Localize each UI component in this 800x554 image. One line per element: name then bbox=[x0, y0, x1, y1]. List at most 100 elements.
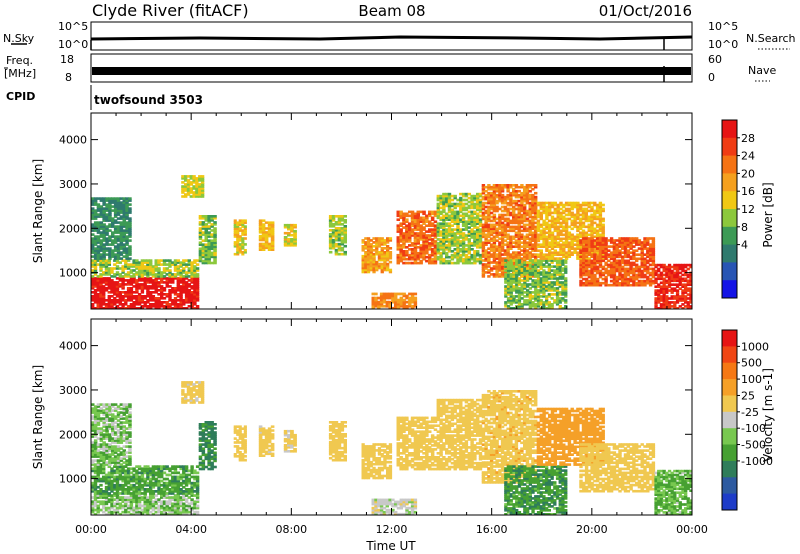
heatmap-cell bbox=[478, 261, 483, 265]
heatmap-cell bbox=[498, 227, 502, 231]
heatmap-cell bbox=[93, 281, 98, 284]
heatmap-cell bbox=[517, 231, 521, 235]
heatmap-cell bbox=[91, 307, 95, 309]
heatmap-cell bbox=[453, 236, 457, 239]
heatmap-cell bbox=[598, 261, 603, 265]
heatmap-cell bbox=[528, 297, 532, 300]
heatmap-cell bbox=[453, 196, 457, 200]
heatmap-cell bbox=[509, 269, 513, 272]
heatmap-cell bbox=[643, 269, 647, 273]
heatmap-cell bbox=[536, 201, 541, 205]
heatmap-cell bbox=[380, 254, 384, 258]
heatmap-cell bbox=[548, 229, 552, 233]
heatmap-cell bbox=[200, 195, 205, 198]
heatmap-cell bbox=[290, 229, 294, 233]
heatmap-cell bbox=[659, 277, 664, 281]
heatmap-cell bbox=[331, 233, 336, 236]
heatmap-cell bbox=[372, 260, 376, 264]
heatmap-cell bbox=[539, 291, 543, 294]
heatmap-cell bbox=[520, 271, 524, 274]
heatmap-cell bbox=[337, 215, 342, 218]
heatmap-cell bbox=[626, 239, 630, 242]
heatmap-cell bbox=[132, 269, 136, 272]
heatmap-cell bbox=[430, 257, 435, 261]
heatmap-cell bbox=[464, 226, 469, 229]
heatmap-cell bbox=[419, 220, 423, 223]
heatmap-cell bbox=[531, 199, 535, 203]
heatmap-cell bbox=[550, 221, 555, 225]
heatmap-cell bbox=[509, 273, 513, 276]
heatmap-cell bbox=[102, 301, 106, 304]
heatmap-cell bbox=[545, 277, 549, 280]
heatmap-cell bbox=[182, 299, 186, 302]
heatmap-cell bbox=[125, 207, 129, 210]
heatmap-cell bbox=[430, 259, 435, 263]
heatmap-cell bbox=[122, 231, 126, 234]
heatmap-cell bbox=[204, 225, 208, 228]
heatmap-cell bbox=[517, 305, 522, 308]
heatmap-cell bbox=[512, 285, 516, 288]
heatmap-cell bbox=[470, 248, 474, 251]
heatmap-cell bbox=[584, 261, 589, 265]
heatmap-cell bbox=[270, 244, 275, 248]
heatmap-cell bbox=[261, 248, 266, 251]
heatmap-cell bbox=[433, 248, 438, 251]
heatmap-cell bbox=[121, 275, 125, 278]
heatmap-cell bbox=[165, 303, 169, 306]
heatmap-cell bbox=[413, 257, 418, 261]
heatmap-cell bbox=[550, 275, 554, 278]
heatmap-cell bbox=[487, 195, 491, 199]
heatmap-cell bbox=[137, 307, 142, 309]
heatmap-cell bbox=[584, 249, 589, 252]
heatmap-cell bbox=[334, 233, 339, 236]
heatmap-cell bbox=[576, 245, 580, 248]
heatmap-cell bbox=[165, 283, 169, 286]
heatmap-cell bbox=[386, 258, 390, 262]
heatmap-cell bbox=[512, 211, 516, 215]
heatmap-cell bbox=[670, 289, 674, 292]
heatmap-cell bbox=[555, 269, 560, 272]
heatmap-cell bbox=[542, 257, 546, 260]
heatmap-cell bbox=[108, 225, 112, 228]
heatmap-cell bbox=[536, 289, 541, 292]
heatmap-cell bbox=[328, 225, 333, 228]
heatmap-cell bbox=[609, 237, 614, 240]
heatmap-cell bbox=[576, 217, 580, 221]
heatmap-cell bbox=[334, 238, 339, 242]
heatmap-cell bbox=[670, 271, 674, 275]
heatmap-cell bbox=[548, 249, 552, 252]
heatmap-cell bbox=[364, 268, 368, 272]
heatmap-cell bbox=[484, 271, 488, 274]
heatmap-cell bbox=[379, 302, 384, 306]
heatmap-cell bbox=[626, 277, 630, 281]
heatmap-cell bbox=[115, 277, 120, 280]
heatmap-cell bbox=[662, 299, 666, 302]
heatmap-cell bbox=[595, 231, 600, 235]
heatmap-cell bbox=[195, 193, 199, 196]
heatmap-cell bbox=[408, 292, 412, 296]
heatmap-cell bbox=[582, 269, 586, 273]
heatmap-cell bbox=[121, 303, 125, 306]
heatmap-cell bbox=[487, 229, 491, 233]
heatmap-cell bbox=[553, 221, 557, 225]
heatmap-cell bbox=[433, 228, 438, 231]
heatmap-cell bbox=[126, 259, 131, 262]
heatmap-cell bbox=[140, 305, 145, 308]
heatmap-cell bbox=[678, 277, 682, 281]
heatmap-cell bbox=[640, 271, 644, 275]
heatmap-cell bbox=[526, 275, 530, 278]
heatmap-cell bbox=[195, 287, 200, 290]
heatmap-cell bbox=[416, 220, 420, 223]
heatmap-cell bbox=[525, 237, 530, 240]
heatmap-cell bbox=[96, 239, 101, 242]
heatmap-cell bbox=[107, 281, 111, 284]
heatmap-cell bbox=[534, 279, 538, 282]
heatmap-cell bbox=[531, 279, 535, 282]
heatmap-cell bbox=[91, 225, 95, 228]
heatmap-cell bbox=[143, 277, 147, 280]
heatmap-cell bbox=[264, 238, 269, 242]
heatmap-cell bbox=[567, 207, 572, 211]
heatmap-cell bbox=[388, 296, 392, 300]
heatmap-cell bbox=[93, 255, 98, 258]
heatmap-cell bbox=[550, 205, 555, 209]
